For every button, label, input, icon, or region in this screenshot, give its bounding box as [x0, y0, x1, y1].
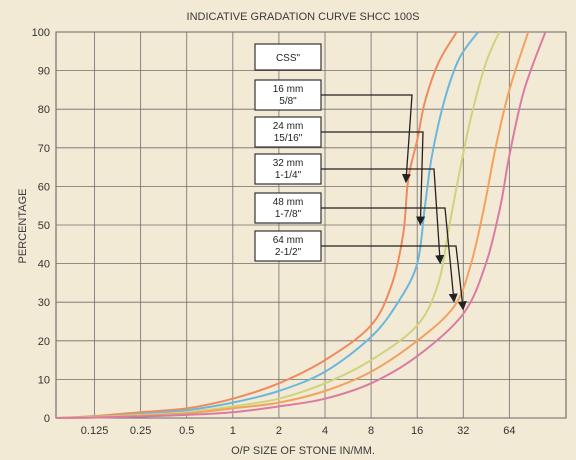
y-tick-label: 10	[38, 374, 50, 386]
x-tick-label: 8	[368, 425, 374, 437]
series-line-4	[55, 31, 547, 419]
x-tick-label: 0.125	[81, 425, 109, 437]
y-tick-label: 20	[38, 336, 50, 348]
y-axis-label: PERCENTAGE	[17, 189, 29, 264]
series-line-0	[55, 31, 458, 419]
legend-label-line: 48 mm	[273, 197, 304, 208]
legend-leader-2	[321, 168, 445, 265]
legend-leader-3	[321, 207, 458, 303]
legend-label-line: 2-1/2"	[275, 247, 302, 258]
legend-leader-4	[321, 245, 467, 311]
legend-box-0	[254, 79, 322, 111]
y-tick-label: 80	[38, 104, 50, 116]
x-tick-label: 0.25	[130, 425, 151, 437]
y-tick-label: 0	[44, 413, 50, 425]
x-tick-label: 2	[276, 425, 282, 437]
y-tick-label: 70	[38, 143, 50, 155]
legend-label-line: 24 mm	[273, 121, 304, 132]
legend-label-line: 32 mm	[273, 158, 304, 169]
legend-label-line: 15/16"	[274, 133, 303, 144]
legend-label-line: 1-7/8"	[275, 209, 302, 220]
y-tick-label: 50	[38, 220, 50, 232]
legend-label-line: 5/8"	[279, 96, 297, 107]
chart-title: INDICATIVE GRADATION CURVE SHCC 100S	[187, 11, 420, 23]
y-tick-label: 60	[38, 181, 50, 193]
legend-header-text: CSS"	[276, 53, 301, 64]
x-tick-label: 1	[230, 425, 236, 437]
legend-leader-1	[321, 131, 426, 226]
x-tick-label: 0.5	[179, 425, 194, 437]
x-tick-label: 32	[457, 425, 469, 437]
legend-box-3	[254, 192, 322, 224]
x-tick-label: 64	[503, 425, 515, 437]
legend-leader-0	[321, 94, 413, 184]
y-tick-label: 40	[38, 259, 50, 271]
legend-header-box	[254, 43, 322, 71]
y-tick-label: 30	[38, 297, 50, 309]
legend-label-line: 16 mm	[273, 84, 304, 95]
legend-label-line: 64 mm	[273, 235, 304, 246]
y-tick-label: 100	[32, 27, 50, 39]
x-tick-label: 4	[322, 425, 328, 437]
legend-label-line: 1-1/4"	[275, 170, 302, 181]
x-tick-label: 16	[411, 425, 423, 437]
y-tick-label: 90	[38, 66, 50, 78]
legend-box-1	[254, 116, 322, 148]
x-axis-label: O/P SIZE OF STONE IN/MM.	[231, 445, 375, 457]
series-line-1	[55, 31, 479, 419]
